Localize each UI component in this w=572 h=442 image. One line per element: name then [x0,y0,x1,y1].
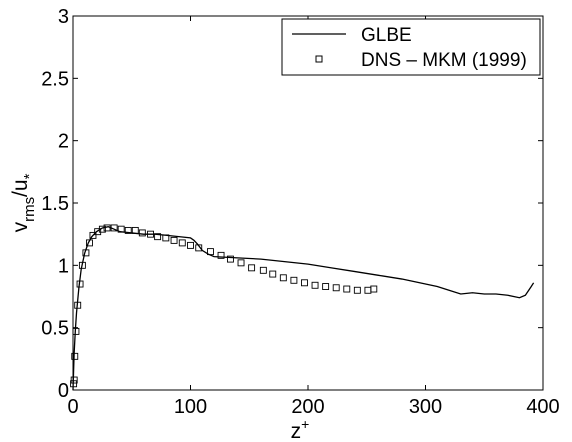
legend-swatch-dns [315,55,323,63]
data-point-dns [187,241,194,249]
data-point-dns [117,225,125,233]
data-point-dns [78,261,86,269]
data-point-dns [103,224,111,232]
y-axis-title: vrms/u* [9,173,38,232]
data-point-dns [131,226,139,234]
data-point-dns [248,264,256,272]
data-point-dns [70,380,78,388]
x-tick-label: 200 [291,396,324,418]
data-point-dns [370,285,378,293]
data-point-dns [178,239,186,247]
data-point-dns [94,228,102,236]
data-point-dns [195,244,203,252]
data-point-dns [301,279,308,287]
data-point-dns [74,301,82,309]
data-point-dns [110,224,118,232]
legend-label-dns: DNS – MKM (1999) [361,50,527,71]
data-point-dns [259,266,267,274]
svg-text:vrms/u*: vrms/u* [9,173,38,232]
svg-text:z+: z+ [291,416,310,442]
series-line-glbe [72,226,535,391]
data-point-dns [311,281,319,289]
data-point-dns [217,251,225,259]
data-point-dns [364,286,372,294]
x-axis-ticks: 0 100 200 300 400 [67,16,560,418]
data-point-dns [322,283,330,290]
y-tick-label: 0.5 [41,318,69,340]
x-tick-label: 300 [409,396,442,418]
data-point-dns [332,284,340,292]
y-tick-label: 1.5 [41,193,69,215]
data-point-dns [147,230,155,238]
data-point-dns [290,276,298,284]
legend-box [281,18,541,76]
y-tick-label: 2 [58,131,69,153]
data-point-dns [154,233,162,241]
data-point-dns [72,327,80,335]
data-point-dns [124,226,132,234]
data-point-dns [269,270,277,278]
x-tick-label: 400 [526,396,559,418]
data-point-dns [279,274,287,282]
y-tick-label: 3 [58,6,69,28]
legend-label-glbe: GLBE [361,25,412,46]
data-point-dns [353,286,361,294]
x-axis-title: z+ [291,416,310,442]
x-tick-label: 100 [174,396,207,418]
data-point-dns [82,249,90,257]
series-layer [70,224,535,391]
data-point-dns [170,236,178,244]
data-point-dns [138,229,146,237]
data-point-dns [207,248,214,256]
x-tick-label: 0 [67,396,78,418]
data-point-dns [226,255,234,263]
data-point-dns [89,231,97,239]
x-axis-title-sup: + [301,416,309,432]
y-axis-title-sub-star: * [21,173,38,179]
y-axis-title-v: v [9,221,32,232]
data-point-dns [71,352,79,360]
data-point-dns [237,259,245,267]
data-point-dns [343,285,351,293]
y-tick-label: 2.5 [41,68,69,90]
data-point-dns [85,239,93,247]
y-tick-label: 1 [58,255,69,277]
data-point-dns [76,280,84,288]
data-point-dns [98,225,106,233]
y-axis-title-u: /u [9,179,32,197]
y-axis-ticks: 0 0.5 1 1.5 2 2.5 3 [41,6,543,402]
data-point-dns [162,234,170,242]
x-axis-title-text: z [291,420,302,442]
y-tick-label: 0 [58,380,69,402]
data-point-dns [70,376,78,384]
legend: GLBE DNS – MKM (1999) [281,18,541,76]
y-axis-title-sub-rms: rms [21,197,38,222]
